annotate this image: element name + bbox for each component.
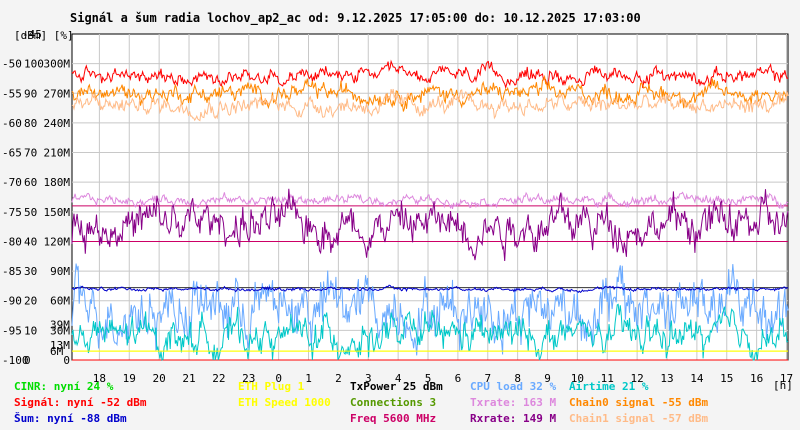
- x-tick: 17: [780, 372, 793, 385]
- y-tick-rate: 0: [63, 354, 70, 367]
- x-tick: 16: [750, 372, 763, 385]
- x-tick: 2: [335, 372, 342, 385]
- series-line--um: [71, 284, 789, 293]
- x-tick: 14: [690, 372, 704, 385]
- y-tick-pct: 100: [24, 58, 44, 71]
- legend-item: Signál: nyní -52 dBm: [14, 396, 147, 409]
- y-tick-pct: 0: [24, 354, 31, 367]
- legend-item: Chain0 signal -55 dBm: [569, 396, 708, 409]
- series-line-chain1-signal: [71, 88, 789, 122]
- x-tick: 10: [571, 372, 584, 385]
- y-tick-dbm: -80: [2, 235, 22, 248]
- y-axis-ticks: -45-50 100 300M-55 90 270M-60 80 240M-65 70 210M…: [2, 28, 70, 367]
- x-tick: 11: [601, 372, 614, 385]
- x-tick: 19: [123, 372, 136, 385]
- x-tick: 7: [484, 372, 491, 385]
- y-tick-dbm: -85: [2, 265, 22, 278]
- y-tick-rate: 90M: [50, 265, 70, 278]
- series-line-sign-l: [71, 59, 788, 90]
- legend-item: Airtime 21 %: [569, 380, 649, 393]
- y-unit-label: [dBm] [%]: [14, 29, 74, 42]
- y-tick-rate: 270M: [44, 87, 71, 100]
- y-tick-pct: 10: [24, 324, 37, 337]
- y-tick-pct: 90: [24, 87, 37, 100]
- legend-item: Connections 3: [350, 396, 436, 409]
- y-tick-dbm: -65: [2, 147, 22, 160]
- y-tick-rate: 30M: [50, 324, 70, 337]
- legend-item: ETH Speed 1000: [238, 396, 331, 409]
- x-tick: 18: [93, 372, 106, 385]
- legend-item: CPU load 32 %: [470, 380, 556, 393]
- legend-item: Freq 5600 MHz: [350, 412, 436, 425]
- y-tick-dbm: -70: [2, 176, 22, 189]
- legend-item: TxPower 25 dBm: [350, 380, 443, 393]
- legend-item: Chain1 signal -57 dBm: [569, 412, 708, 425]
- series-group: [71, 59, 789, 361]
- y-tick-pct: 50: [24, 206, 37, 219]
- x-tick: 23: [242, 372, 255, 385]
- y-tick-pct: 20: [24, 295, 37, 308]
- x-tick: 8: [514, 372, 521, 385]
- x-tick: 3: [365, 372, 372, 385]
- y-side-label: 6M: [50, 345, 64, 358]
- legend-item: Rxrate: 149 M: [470, 412, 556, 425]
- x-tick: 21: [182, 372, 195, 385]
- x-tick: 6: [455, 372, 462, 385]
- y-tick-dbm: -75: [2, 206, 22, 219]
- y-tick-dbm: -55: [2, 87, 22, 100]
- series-line-chain0-signal: [71, 74, 789, 112]
- y-tick-pct: 40: [24, 235, 37, 248]
- x-tick: 22: [212, 372, 225, 385]
- y-tick-rate: 150M: [44, 206, 71, 219]
- x-tick: 12: [631, 372, 644, 385]
- y-side-label: 13M: [50, 339, 70, 352]
- x-unit-label: [h]: [773, 379, 793, 392]
- x-axis-ticks: 18 19 20 21 22 23 0 1 2 3 4 5 6 7 8 9 10 11 12 13 14 15 16 17: [93, 372, 793, 385]
- y-tick-dbm: -100: [2, 354, 29, 367]
- x-tick: 0: [275, 372, 282, 385]
- y-tick-pct: 60: [24, 176, 37, 189]
- y-tick-dbm: -60: [2, 117, 22, 130]
- x-tick: 4: [395, 372, 402, 385]
- y-tick-rate: 240M: [44, 117, 71, 130]
- x-tick: 9: [544, 372, 551, 385]
- y-tick-rate: 210M: [44, 147, 71, 160]
- legend-item: CINR: nyní 24 %: [14, 380, 114, 393]
- y-tick-dbm: -95: [2, 324, 22, 337]
- y-tick-dbm: -50: [2, 58, 22, 71]
- y-tick-rate: 60M: [50, 295, 70, 308]
- x-tick: 20: [153, 372, 166, 385]
- legend: CINR: nyní 24 % Signál: nyní -52 dBm Šum: …: [14, 380, 708, 425]
- series-line-rxrate: [71, 188, 789, 262]
- y-side-label: 39M: [50, 318, 70, 331]
- y-tick-rate: 180M: [44, 176, 71, 189]
- series-line-cpu-load: [71, 263, 789, 356]
- y-tick-pct: 80: [24, 117, 37, 130]
- x-tick: 15: [720, 372, 733, 385]
- x-tick: 13: [660, 372, 673, 385]
- legend-item: Txrate: 163 M: [470, 396, 556, 409]
- y-tick-pct: 30: [24, 265, 37, 278]
- legend-item: Šum: nyní -88 dBm: [14, 412, 127, 425]
- y-tick-dbm: -90: [2, 295, 22, 308]
- y-tick-dbm: -45: [22, 28, 42, 41]
- y-tick-pct: 70: [24, 147, 37, 160]
- chart-title: Signál a šum radia lochov_ap2_ac od: 9.1…: [70, 11, 641, 26]
- y-tick-rate: 300M: [44, 58, 71, 71]
- x-tick: 5: [425, 372, 432, 385]
- y-tick-rate: 120M: [44, 235, 71, 248]
- series-line-airtime: [71, 303, 789, 361]
- x-tick: 1: [305, 372, 312, 385]
- legend-item: ETH Plug 1: [238, 380, 305, 393]
